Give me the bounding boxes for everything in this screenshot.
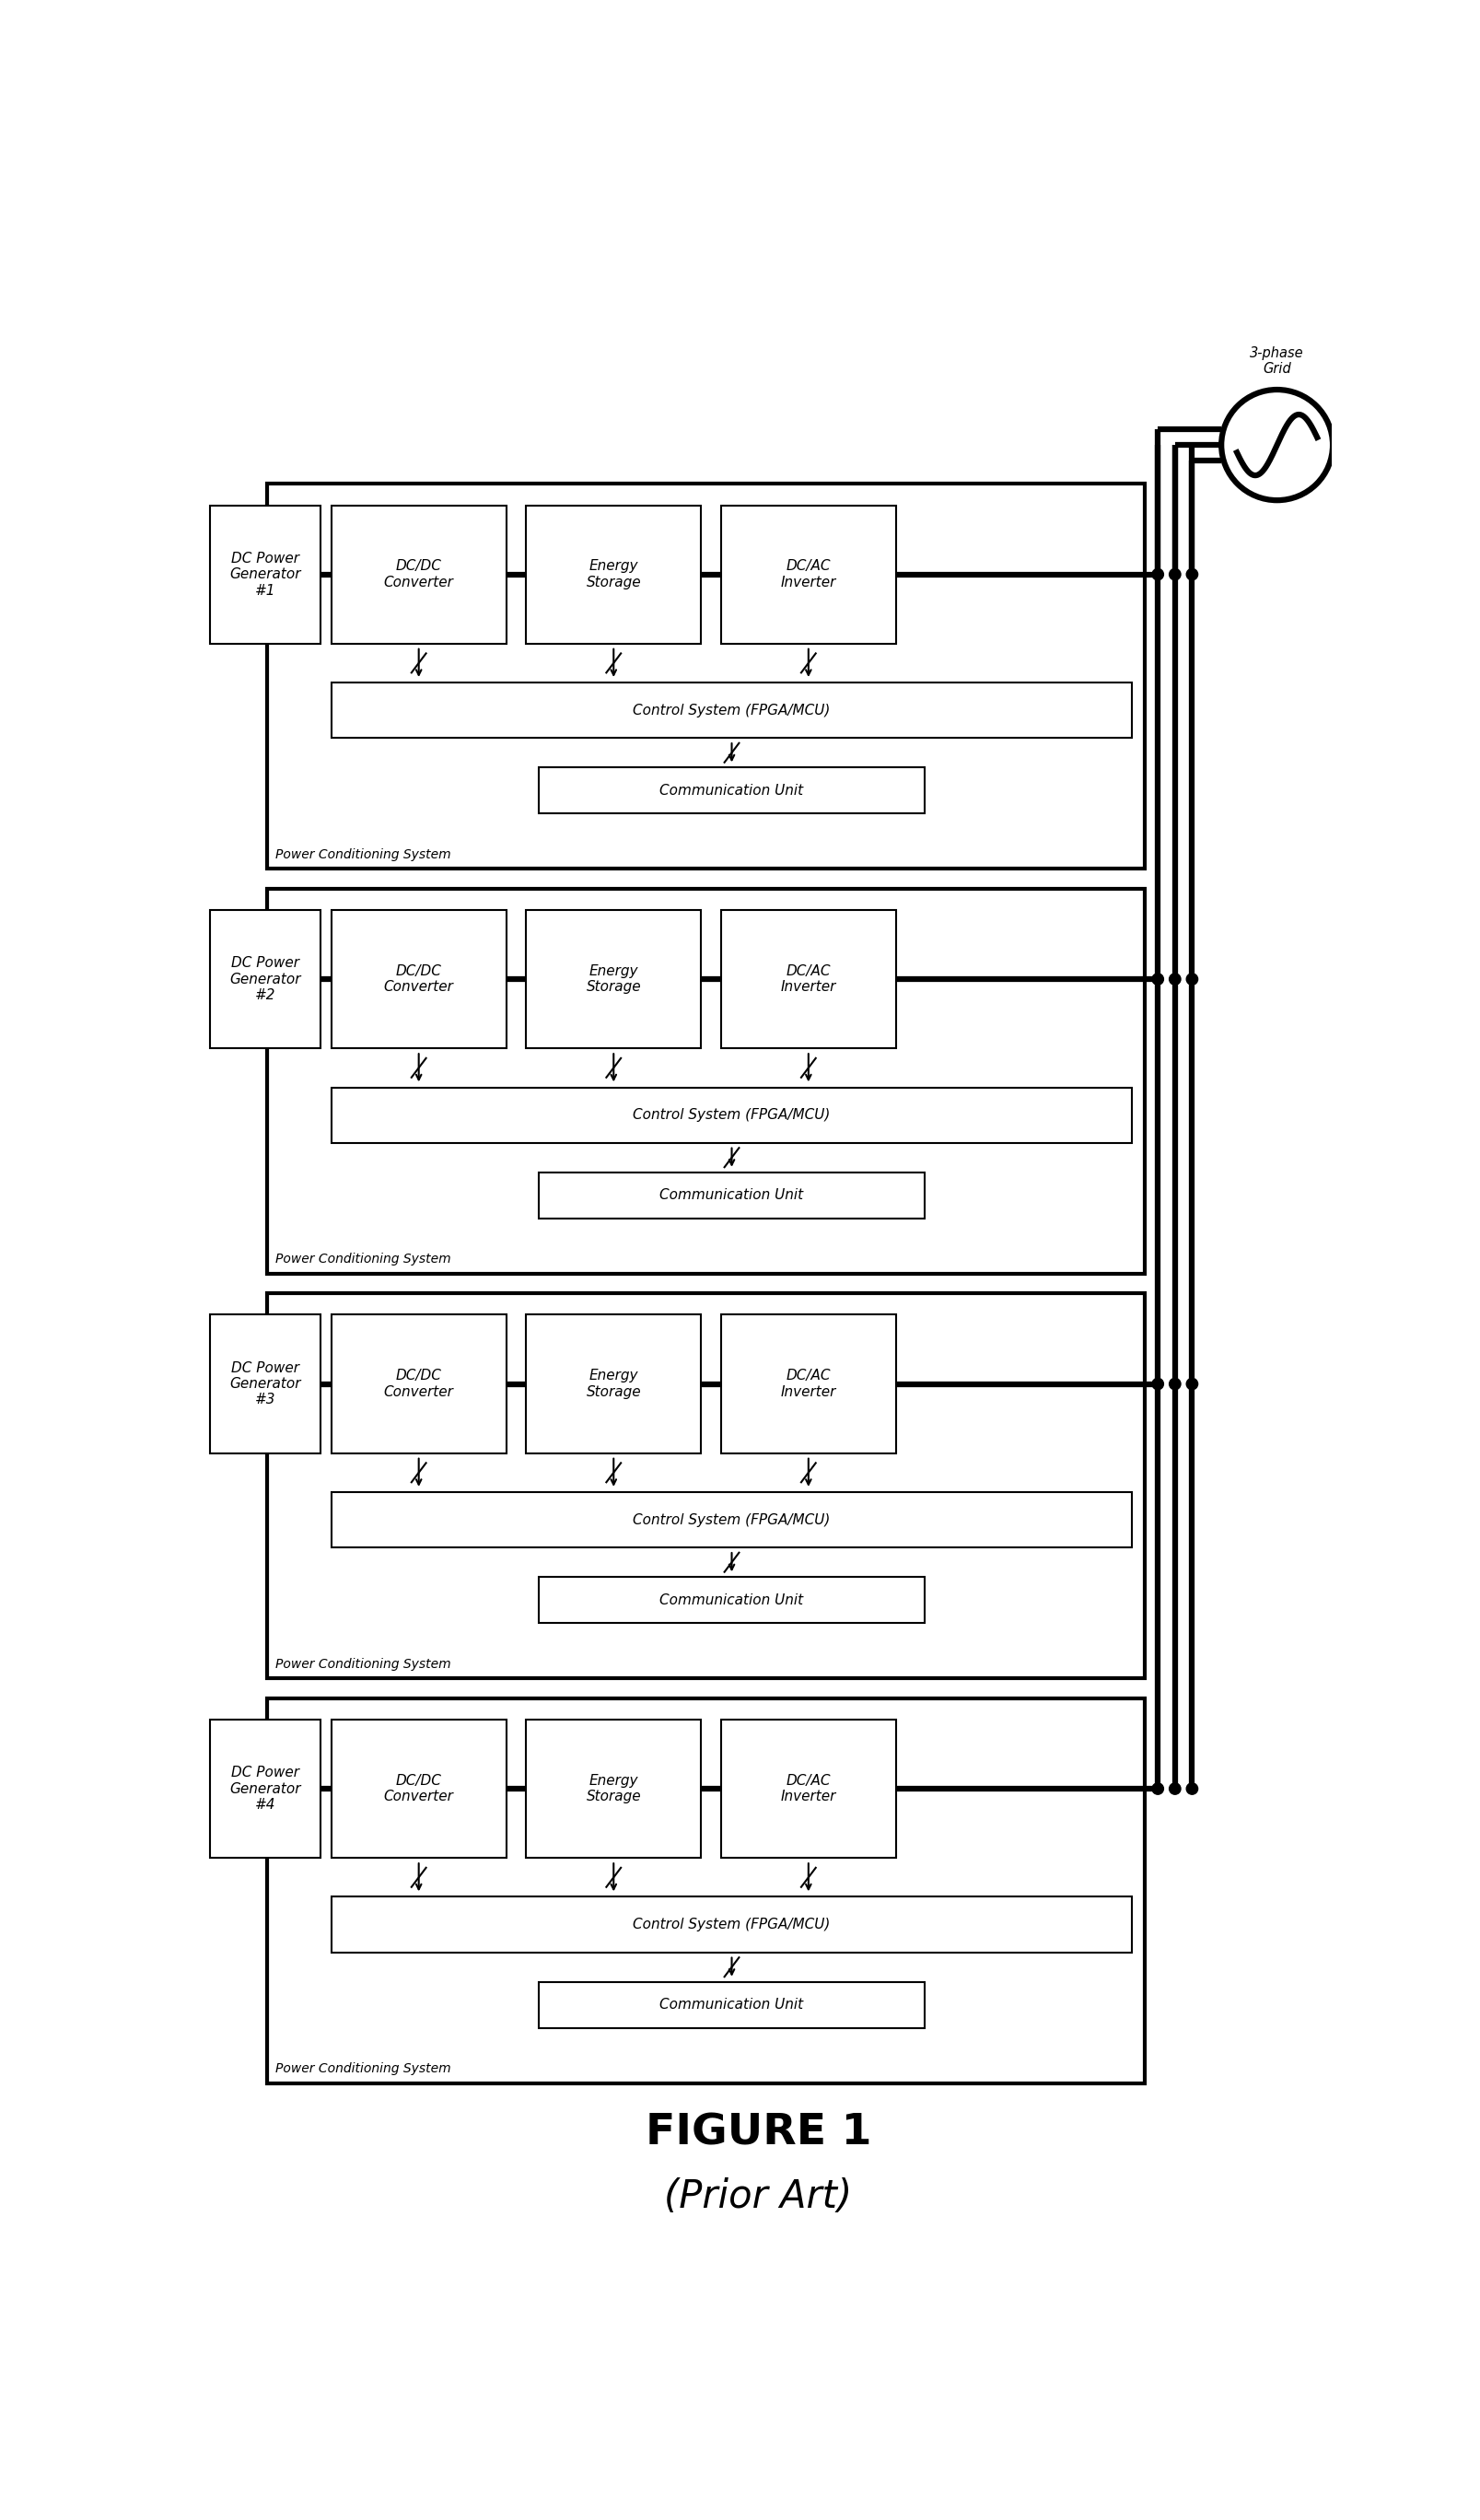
FancyBboxPatch shape <box>266 484 1146 869</box>
Text: Control System (FPGA/MCU): Control System (FPGA/MCU) <box>633 1918 830 1930</box>
FancyBboxPatch shape <box>721 1315 895 1454</box>
Text: 3-phase
Grid: 3-phase Grid <box>1251 345 1304 375</box>
FancyBboxPatch shape <box>210 504 321 643</box>
FancyBboxPatch shape <box>332 1719 506 1857</box>
FancyBboxPatch shape <box>527 1719 702 1857</box>
Text: FIGURE 1: FIGURE 1 <box>645 2112 872 2155</box>
FancyBboxPatch shape <box>266 890 1146 1273</box>
Text: Power Conditioning System: Power Conditioning System <box>275 1252 451 1265</box>
FancyBboxPatch shape <box>721 504 895 643</box>
Text: DC/AC
Inverter: DC/AC Inverter <box>780 559 836 590</box>
Text: DC Power
Generator
#2: DC Power Generator #2 <box>229 955 300 1003</box>
Circle shape <box>1187 570 1197 580</box>
FancyBboxPatch shape <box>539 769 925 814</box>
Text: Control System (FPGA/MCU): Control System (FPGA/MCU) <box>633 703 830 718</box>
Text: Control System (FPGA/MCU): Control System (FPGA/MCU) <box>633 1512 830 1527</box>
FancyBboxPatch shape <box>539 1983 925 2029</box>
Text: DC/DC
Converter: DC/DC Converter <box>383 965 454 993</box>
Text: Energy
Storage: Energy Storage <box>586 1368 641 1399</box>
FancyBboxPatch shape <box>210 1719 321 1857</box>
FancyBboxPatch shape <box>332 683 1132 738</box>
FancyBboxPatch shape <box>332 1086 1132 1142</box>
Circle shape <box>1169 1378 1181 1389</box>
FancyBboxPatch shape <box>527 504 702 643</box>
FancyBboxPatch shape <box>539 1172 925 1220</box>
FancyBboxPatch shape <box>332 910 506 1048</box>
Text: Communication Unit: Communication Unit <box>660 1189 804 1202</box>
Text: DC/AC
Inverter: DC/AC Inverter <box>780 1368 836 1399</box>
Text: DC/AC
Inverter: DC/AC Inverter <box>780 1774 836 1804</box>
FancyBboxPatch shape <box>527 1315 702 1454</box>
Text: DC/DC
Converter: DC/DC Converter <box>383 1774 454 1804</box>
FancyBboxPatch shape <box>332 1492 1132 1547</box>
Text: Energy
Storage: Energy Storage <box>586 1774 641 1804</box>
FancyBboxPatch shape <box>332 504 506 643</box>
FancyBboxPatch shape <box>210 910 321 1048</box>
FancyBboxPatch shape <box>266 1698 1146 2084</box>
FancyBboxPatch shape <box>332 1898 1132 1953</box>
Text: DC Power
Generator
#3: DC Power Generator #3 <box>229 1361 300 1406</box>
Text: Power Conditioning System: Power Conditioning System <box>275 1658 451 1671</box>
FancyBboxPatch shape <box>266 1293 1146 1678</box>
Circle shape <box>1187 973 1197 985</box>
Circle shape <box>1169 973 1181 985</box>
Text: (Prior Art): (Prior Art) <box>665 2177 852 2215</box>
FancyBboxPatch shape <box>539 1578 925 1623</box>
Text: Control System (FPGA/MCU): Control System (FPGA/MCU) <box>633 1109 830 1121</box>
Circle shape <box>1151 570 1163 580</box>
Circle shape <box>1169 570 1181 580</box>
Circle shape <box>1187 1784 1197 1794</box>
FancyBboxPatch shape <box>721 910 895 1048</box>
Text: Communication Unit: Communication Unit <box>660 1593 804 1608</box>
FancyBboxPatch shape <box>332 1315 506 1454</box>
Text: Power Conditioning System: Power Conditioning System <box>275 849 451 862</box>
Text: DC/AC
Inverter: DC/AC Inverter <box>780 965 836 993</box>
Text: DC Power
Generator
#1: DC Power Generator #1 <box>229 552 300 597</box>
FancyBboxPatch shape <box>527 910 702 1048</box>
Text: DC/DC
Converter: DC/DC Converter <box>383 559 454 590</box>
Text: Power Conditioning System: Power Conditioning System <box>275 2061 451 2076</box>
FancyBboxPatch shape <box>210 1315 321 1454</box>
FancyBboxPatch shape <box>721 1719 895 1857</box>
Circle shape <box>1151 1784 1163 1794</box>
Text: Energy
Storage: Energy Storage <box>586 965 641 993</box>
Text: Communication Unit: Communication Unit <box>660 784 804 799</box>
Circle shape <box>1151 973 1163 985</box>
Text: Communication Unit: Communication Unit <box>660 1998 804 2011</box>
Text: Energy
Storage: Energy Storage <box>586 559 641 590</box>
Circle shape <box>1187 1378 1197 1389</box>
Circle shape <box>1151 1378 1163 1389</box>
Circle shape <box>1169 1784 1181 1794</box>
Text: DC Power
Generator
#4: DC Power Generator #4 <box>229 1767 300 1812</box>
Text: DC/DC
Converter: DC/DC Converter <box>383 1368 454 1399</box>
